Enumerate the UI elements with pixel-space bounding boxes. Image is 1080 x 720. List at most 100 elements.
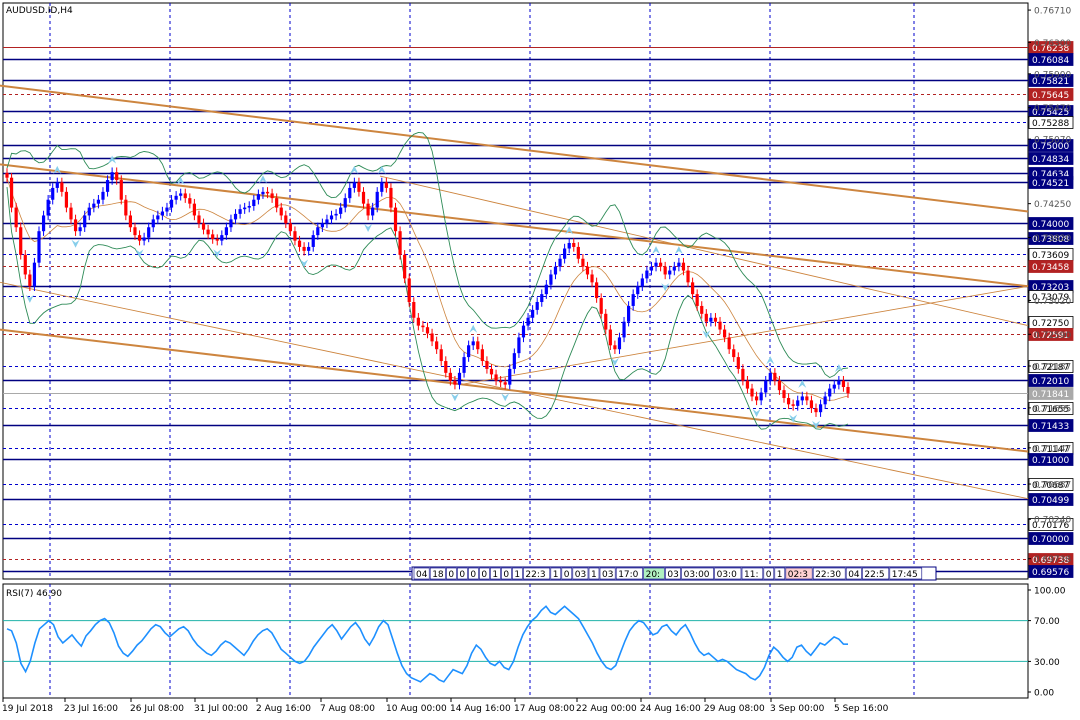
session-label: 03:0 <box>717 570 737 580</box>
candle-body <box>78 227 82 232</box>
candle-body <box>384 182 388 188</box>
candle-body <box>704 313 708 322</box>
candle-body <box>407 278 411 303</box>
time-label: 23 Jul 16:00 <box>64 704 118 714</box>
session-cell <box>501 567 512 580</box>
candle-body <box>681 262 686 271</box>
candle-body <box>179 193 183 196</box>
candle-body <box>142 237 146 241</box>
candle-body <box>430 333 434 342</box>
price-tag-box <box>1028 260 1074 273</box>
time-label: 29 Aug 08:00 <box>704 704 765 714</box>
candle-body <box>160 211 165 216</box>
candle-body <box>494 374 498 381</box>
candle-body <box>201 223 206 230</box>
candle-body <box>46 199 50 216</box>
candle-body <box>275 198 279 208</box>
price-tag-label: 0.75645 <box>1032 91 1069 101</box>
candle-body <box>521 325 526 338</box>
candle-body <box>416 317 420 326</box>
candle-body <box>476 341 480 350</box>
session-cell <box>512 567 523 580</box>
candle-body <box>421 325 425 328</box>
candle-body <box>617 337 622 350</box>
candle-body <box>229 219 233 228</box>
candle-body <box>631 294 635 306</box>
price-tag-label: 0.69576 <box>1032 568 1069 578</box>
candle-body <box>5 172 9 178</box>
price-tick-label: 0.75900 <box>1034 70 1071 80</box>
price-tag-box <box>1028 176 1074 189</box>
candle-body <box>727 337 731 350</box>
session-cell <box>665 567 681 580</box>
rsi-pane[interactable]: RSI(7) 46.90 100.00 70.00 30.00 0.00 <box>2 583 1066 699</box>
price-tag-label: 0.70176 <box>1032 521 1069 531</box>
candle-body <box>585 266 590 275</box>
time-label: 7 Aug 08:00 <box>320 704 375 714</box>
candle-body <box>668 270 672 275</box>
fractal-down-icon <box>501 393 510 402</box>
candle-body <box>654 262 658 267</box>
price-tag-label: 0.72187 <box>1032 363 1069 373</box>
fractal-up-icon <box>176 176 185 185</box>
price-tick-label: 0.75470 <box>1034 104 1071 114</box>
session-label: 20: <box>646 570 660 580</box>
rsi-tick-label: 0.00 <box>1034 689 1054 699</box>
session-cell <box>741 567 764 580</box>
candle-body <box>14 207 18 228</box>
candle-body <box>544 284 548 295</box>
session-cell <box>643 567 665 580</box>
session-label: 0 <box>448 570 454 580</box>
price-tick-label: 0.74250 <box>1034 200 1071 210</box>
candle-body <box>809 400 814 409</box>
candle-body <box>782 390 786 399</box>
price-tag-label: 0.75288 <box>1032 119 1069 129</box>
price-pane[interactable]: AUDUSD.ID,H4 <box>0 2 1029 580</box>
candle-body <box>768 372 772 381</box>
candle-body <box>627 305 631 322</box>
price-tag-box <box>1028 387 1074 400</box>
session-label: 1 <box>492 570 498 580</box>
candle-body <box>311 235 315 247</box>
price-tag-label: 0.75000 <box>1032 142 1069 152</box>
time-label: 31 Jul 00:00 <box>194 704 248 714</box>
fractal-down-icon <box>702 330 711 339</box>
price-tag-label: 0.76238 <box>1032 44 1069 54</box>
price-tag-box <box>1028 565 1074 578</box>
session-cell <box>561 567 573 580</box>
candle-body <box>137 235 142 241</box>
candle-body <box>96 199 101 204</box>
candle-body <box>284 215 288 224</box>
candle-body <box>508 368 512 385</box>
session-label: 0 <box>564 570 570 580</box>
price-tag-label: 0.75425 <box>1032 108 1069 118</box>
price-tick-label: 0.76300 <box>1034 39 1071 49</box>
candle-body <box>357 182 361 192</box>
candle-body <box>512 353 516 369</box>
candle-body <box>659 262 663 267</box>
candle-body <box>339 207 343 214</box>
price-tag-label: 0.73609 <box>1032 251 1069 261</box>
time-label: 26 Jul 08:00 <box>130 704 184 714</box>
price-tag-label: 0.70000 <box>1032 535 1069 545</box>
price-tag-box <box>1028 360 1074 373</box>
fractal-up-icon <box>565 226 574 235</box>
candle-body <box>709 317 713 322</box>
candle-body <box>215 239 219 241</box>
session-cell <box>479 567 490 580</box>
candle-body <box>115 172 119 181</box>
candle-body <box>823 396 827 405</box>
candle-body <box>818 404 823 413</box>
candle-body <box>51 187 55 200</box>
candlesticks <box>5 167 850 417</box>
candle-body <box>622 321 626 338</box>
session-cell <box>785 567 813 580</box>
fractal-up-icon <box>377 165 386 174</box>
price-tick-label: 0.71147 <box>1034 444 1071 454</box>
session-cell <box>812 567 846 580</box>
candle-body <box>462 357 466 373</box>
candle-body <box>105 180 110 192</box>
price-tag-label: 0.74000 <box>1032 220 1069 230</box>
fractal-up-icon <box>469 324 478 333</box>
